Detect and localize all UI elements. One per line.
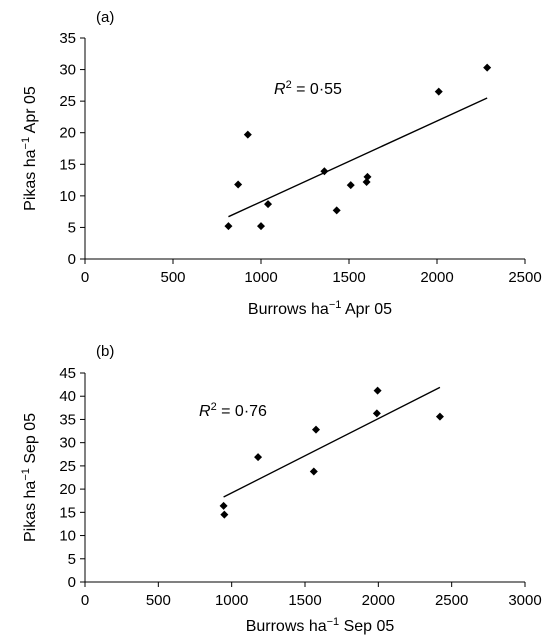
x-tick-label: 2000 [420,269,453,286]
data-point [483,63,492,72]
x-tick-label: 1500 [288,592,321,609]
data-point [363,172,372,181]
trend-line [223,386,441,498]
data-point [332,206,341,215]
y-tick-label: 45 [59,365,76,382]
y-tick-label: 5 [68,551,76,568]
x-tick-label: 500 [146,592,171,609]
r-squared-annotation: R2 = 0·55 [274,79,342,98]
data-point [372,409,381,418]
data-point [312,425,320,434]
x-tick-label: 1000 [215,592,248,609]
x-tick-label: 2500 [508,269,541,286]
y-tick-label: 20 [59,125,76,142]
data-point [257,222,265,231]
x-tick-label: 1000 [244,269,277,286]
y-tick-label: 40 [59,388,76,405]
data-point [243,130,252,139]
x-tick-label: 0 [81,269,89,286]
x-tick-label: 1500 [332,269,365,286]
data-point [309,467,318,476]
data-point [373,386,382,395]
y-tick-label: 0 [68,574,76,591]
x-axis-title: Burrows ha−1 Sep 05 [246,616,395,635]
y-tick-label: 15 [59,156,76,173]
y-tick-label: 0 [68,251,76,268]
y-axis-title: Pikas ha−1 Sep 05 [20,413,39,542]
panel-label: (a) [96,9,114,26]
data-point [320,167,329,176]
x-tick-label: 2500 [435,592,468,609]
chart-panel-a: 0 5 10 15 20 25 30 35 0 500 1000 1500 2000 2500 (a) Bur… [20,9,542,318]
data-point [362,177,371,186]
x-axis-title: Burrows ha−1 Apr 05 [248,299,392,318]
data-point [434,87,443,96]
panel-label: (b) [96,343,114,360]
data-point [234,180,243,189]
data-point [346,181,355,190]
x-tick-label: 2000 [362,592,395,609]
y-tick-label: 15 [59,504,76,521]
y-tick-label: 25 [59,458,76,475]
data-point [224,222,233,231]
data-point [220,510,229,519]
chart-panel-b: 0 5 10 15 20 25 30 35 40 45 0 500 1000 1500 2000 2500 30… [20,343,542,635]
data-point [254,453,263,462]
y-tick-label: 30 [59,435,76,452]
data-point [264,200,273,209]
y-tick-label: 35 [59,30,76,47]
y-tick-label: 35 [59,411,76,428]
data-point [435,412,444,421]
trend-line [228,97,488,218]
y-tick-label: 5 [68,219,76,236]
r-squared-annotation: R2 = 0·76 [199,401,267,420]
y-axis-title: Pikas ha−1 Apr 05 [20,86,39,211]
y-tick-label: 20 [59,481,76,498]
x-tick-label: 500 [160,269,185,286]
y-tick-label: 10 [59,528,76,545]
x-tick-label: 3000 [508,592,541,609]
data-point [219,501,228,510]
y-tick-label: 30 [59,62,76,79]
x-tick-label: 0 [81,592,89,609]
y-tick-label: 25 [59,93,76,110]
y-tick-label: 10 [59,188,76,205]
